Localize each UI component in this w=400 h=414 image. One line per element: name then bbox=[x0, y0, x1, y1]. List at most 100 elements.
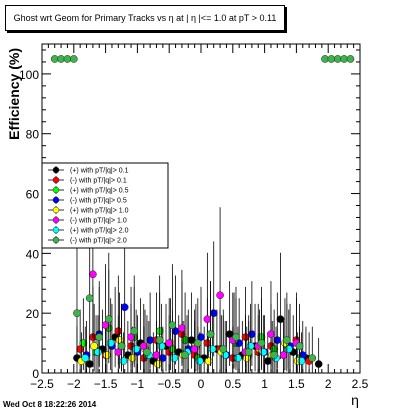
data-point bbox=[193, 339, 202, 347]
x-tick-label: −2.5 bbox=[30, 377, 54, 391]
data-point bbox=[171, 327, 180, 335]
legend-label: (-) with pT/|q|> 2.0 bbox=[70, 238, 127, 245]
data-point bbox=[95, 333, 104, 341]
data-point bbox=[94, 348, 102, 356]
data-point bbox=[219, 345, 228, 353]
legend-label: (+) with pT/|q|> 0.1 bbox=[70, 168, 129, 175]
data-point bbox=[120, 303, 129, 312]
data-point bbox=[216, 291, 224, 300]
y-tick-label: 80 bbox=[26, 128, 40, 142]
data-point bbox=[152, 351, 161, 359]
x-tick-label: 2 bbox=[325, 377, 332, 391]
data-point bbox=[195, 357, 204, 365]
legend-marker bbox=[52, 216, 60, 224]
data-point bbox=[73, 309, 81, 318]
y-tick-label: 40 bbox=[26, 247, 40, 261]
x-tick-label: 0.5 bbox=[224, 377, 241, 391]
legend-label: (-) with pT/|q|> 0.1 bbox=[70, 178, 127, 185]
data-point bbox=[103, 351, 111, 359]
data-point bbox=[170, 354, 179, 362]
y-tick-label: 100 bbox=[19, 68, 39, 82]
data-point bbox=[244, 348, 253, 356]
data-point bbox=[283, 336, 291, 344]
legend-marker bbox=[52, 166, 60, 174]
data-point bbox=[127, 333, 135, 341]
x-tick-label: −0.5 bbox=[157, 377, 181, 391]
data-point bbox=[143, 348, 151, 356]
data-point bbox=[146, 336, 154, 344]
data-point bbox=[153, 360, 162, 368]
x-tick-label: 1.5 bbox=[288, 377, 305, 391]
data-point bbox=[259, 348, 268, 356]
data-point bbox=[117, 342, 126, 350]
data-point bbox=[209, 309, 218, 318]
data-point bbox=[297, 357, 306, 365]
data-point bbox=[225, 330, 234, 338]
x-tick-label: −1 bbox=[131, 377, 145, 391]
data-point bbox=[208, 345, 217, 353]
data-point bbox=[85, 360, 94, 368]
x-tick-label: 2.5 bbox=[352, 377, 369, 391]
data-point bbox=[76, 345, 85, 353]
data-point bbox=[181, 351, 189, 359]
data-points-group bbox=[50, 55, 355, 373]
x-tick-label: 1 bbox=[261, 377, 268, 391]
y-axis-title: Efficiency (%) bbox=[6, 48, 22, 140]
data-point bbox=[204, 357, 213, 365]
data-point bbox=[276, 315, 285, 324]
data-point bbox=[139, 342, 148, 350]
data-point bbox=[158, 354, 167, 362]
legend-label: (-) with pT/|q|> 0.5 bbox=[70, 198, 127, 205]
legend-marker bbox=[52, 236, 60, 244]
data-point bbox=[284, 345, 293, 353]
y-tick-label: 0 bbox=[32, 367, 39, 381]
data-point bbox=[257, 339, 266, 347]
legend-label: (+) with pT/|q|> 0.5 bbox=[70, 188, 129, 195]
x-tick-label: −1.5 bbox=[94, 377, 118, 391]
y-axis-ticks: 0 20 40 60 80 100 bbox=[19, 49, 360, 381]
series-group bbox=[89, 167, 301, 373]
chart-title: Ghost wrt Geom for Primary Tracks vs η a… bbox=[5, 5, 285, 31]
legend-box bbox=[41, 162, 169, 249]
data-point bbox=[85, 294, 94, 303]
data-point bbox=[168, 321, 177, 329]
data-point bbox=[132, 345, 140, 353]
data-point bbox=[273, 336, 282, 344]
legend-label: (-) with pT/|q|> 1.0 bbox=[70, 218, 127, 225]
data-point bbox=[279, 351, 288, 359]
data-point bbox=[104, 315, 113, 324]
data-point bbox=[232, 333, 240, 341]
data-point bbox=[128, 354, 137, 362]
x-axis-title: η bbox=[351, 392, 359, 408]
data-point bbox=[69, 55, 78, 63]
data-point bbox=[178, 324, 186, 332]
legend-marker bbox=[52, 206, 60, 214]
data-point bbox=[79, 339, 88, 347]
data-point bbox=[248, 330, 256, 338]
data-point bbox=[314, 360, 323, 368]
data-point bbox=[106, 339, 115, 347]
data-point bbox=[346, 55, 355, 63]
x-tick-label: −2 bbox=[67, 377, 81, 391]
legend-marker bbox=[52, 186, 60, 194]
data-point bbox=[197, 333, 205, 341]
data-point bbox=[114, 348, 123, 356]
legend-marker bbox=[52, 176, 60, 184]
data-point bbox=[263, 357, 272, 365]
legend-marker bbox=[52, 196, 60, 204]
data-point bbox=[190, 345, 199, 353]
data-point bbox=[165, 339, 174, 347]
data-point bbox=[81, 354, 90, 362]
data-point bbox=[270, 351, 278, 359]
legend-marker bbox=[52, 226, 60, 234]
data-point bbox=[130, 327, 139, 335]
data-point bbox=[206, 330, 215, 338]
data-point bbox=[267, 330, 275, 338]
legend: (+) with pT/|q|> 0.1 (-) with pT/|q|> 0.1… bbox=[41, 162, 169, 249]
data-point bbox=[101, 321, 110, 329]
data-point bbox=[234, 354, 242, 362]
data-point bbox=[203, 315, 212, 324]
x-axis-ticks: −2.5 −2 −1.5 −1 −0.5 0 0.5 1 1.5 2 2.5 bbox=[30, 44, 369, 391]
data-point bbox=[89, 270, 97, 279]
